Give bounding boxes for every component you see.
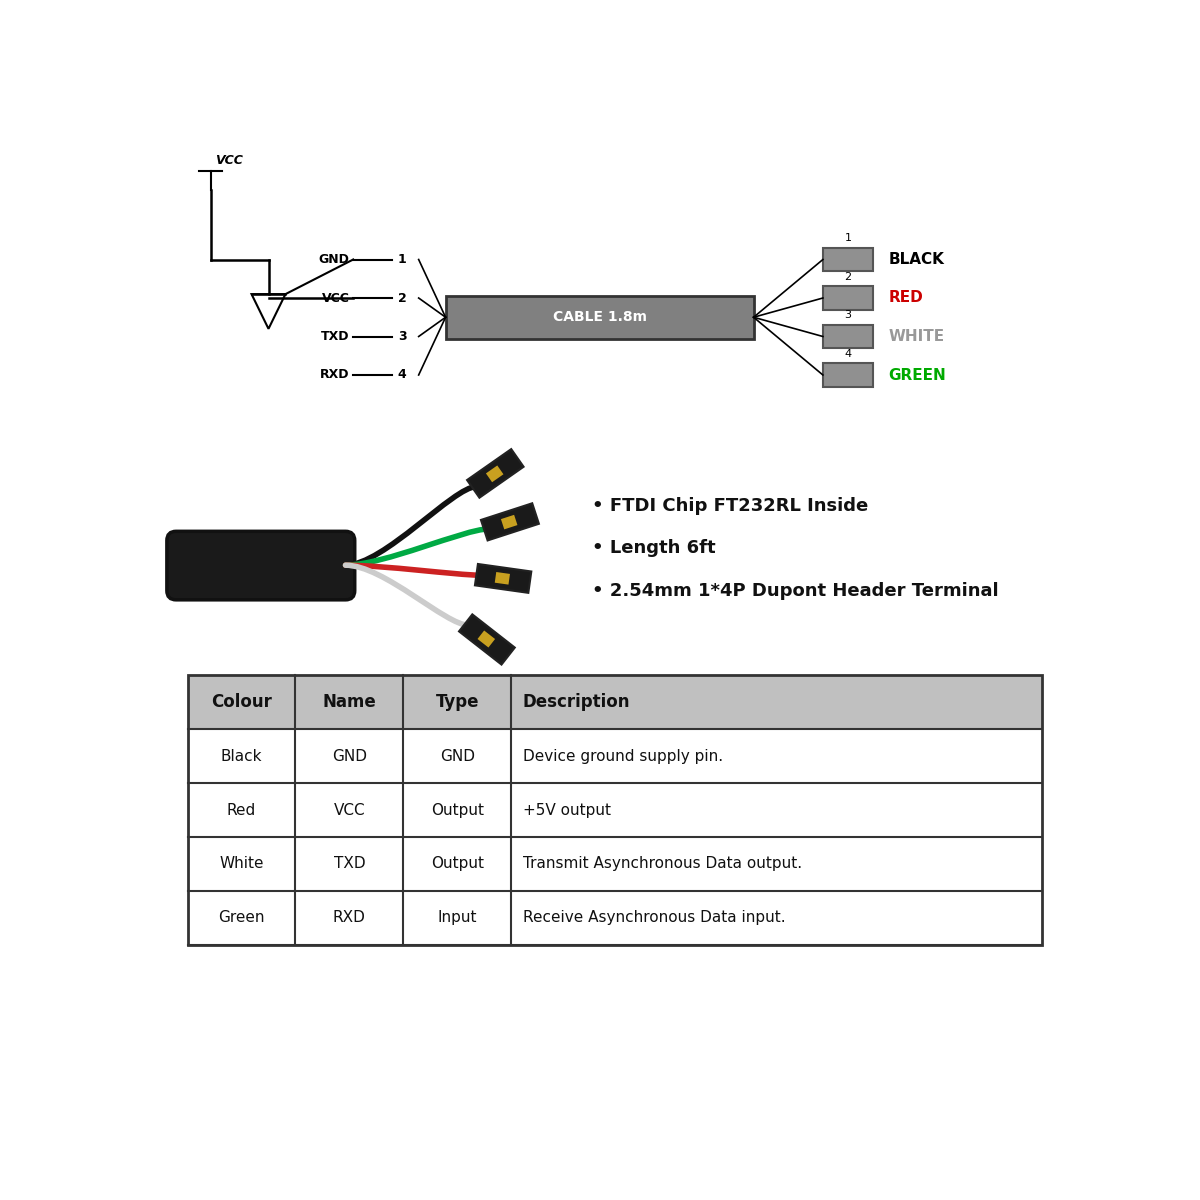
Text: RED: RED — [888, 290, 923, 306]
Text: Name: Name — [323, 694, 377, 712]
Text: TXD: TXD — [334, 857, 365, 871]
Text: 2: 2 — [398, 292, 407, 305]
Text: VCC: VCC — [215, 154, 242, 167]
FancyBboxPatch shape — [481, 503, 539, 540]
FancyBboxPatch shape — [500, 515, 517, 529]
Text: Description: Description — [523, 694, 630, 712]
FancyBboxPatch shape — [478, 630, 496, 648]
Text: TXD: TXD — [320, 330, 349, 343]
FancyBboxPatch shape — [460, 614, 515, 665]
Text: 4: 4 — [398, 368, 407, 382]
Text: Colour: Colour — [211, 694, 272, 712]
FancyBboxPatch shape — [445, 295, 754, 338]
Text: RXD: RXD — [332, 911, 366, 925]
Polygon shape — [252, 294, 286, 329]
FancyBboxPatch shape — [467, 449, 523, 498]
Text: 3: 3 — [845, 311, 852, 320]
Text: Device ground supply pin.: Device ground supply pin. — [523, 749, 722, 763]
Text: GND: GND — [332, 749, 367, 763]
Text: CABLE 1.8m: CABLE 1.8m — [552, 311, 647, 324]
Text: 4: 4 — [845, 349, 852, 359]
Bar — [187, 784, 1043, 838]
Text: WHITE: WHITE — [888, 329, 944, 344]
Bar — [187, 838, 1043, 890]
Text: Output: Output — [431, 803, 484, 817]
Bar — [187, 890, 1043, 944]
Bar — [187, 730, 1043, 784]
Text: +5V output: +5V output — [523, 803, 611, 817]
FancyBboxPatch shape — [823, 325, 872, 348]
Text: • FTDI Chip FT232RL Inside: • FTDI Chip FT232RL Inside — [592, 497, 868, 515]
Text: GREEN: GREEN — [888, 367, 946, 383]
Text: Black: Black — [221, 749, 263, 763]
FancyBboxPatch shape — [494, 572, 510, 584]
Text: GND: GND — [439, 749, 475, 763]
Text: Red: Red — [227, 803, 256, 817]
FancyBboxPatch shape — [823, 287, 872, 310]
Text: Output: Output — [431, 857, 484, 871]
Text: 1: 1 — [845, 233, 852, 244]
Text: RXD: RXD — [320, 368, 349, 382]
Bar — [187, 676, 1043, 730]
FancyBboxPatch shape — [823, 248, 872, 271]
Text: Input: Input — [438, 911, 476, 925]
FancyBboxPatch shape — [486, 466, 504, 482]
FancyBboxPatch shape — [475, 564, 532, 593]
Text: GND: GND — [318, 253, 349, 266]
Text: BLACK: BLACK — [888, 252, 944, 266]
Text: VCC: VCC — [334, 803, 365, 817]
FancyBboxPatch shape — [167, 532, 355, 600]
Text: • Length 6ft: • Length 6ft — [592, 539, 715, 557]
Text: Receive Asynchronous Data input.: Receive Asynchronous Data input. — [523, 911, 785, 925]
Text: 2: 2 — [845, 272, 852, 282]
Text: White: White — [220, 857, 264, 871]
Text: Transmit Asynchronous Data output.: Transmit Asynchronous Data output. — [523, 857, 802, 871]
Text: Type: Type — [436, 694, 479, 712]
Bar — [187, 676, 1043, 944]
FancyBboxPatch shape — [823, 364, 872, 386]
Text: • 2.54mm 1*4P Dupont Header Terminal: • 2.54mm 1*4P Dupont Header Terminal — [592, 582, 998, 600]
Text: 1: 1 — [398, 253, 407, 266]
Text: VCC: VCC — [322, 292, 349, 305]
Text: 3: 3 — [398, 330, 407, 343]
Text: Green: Green — [218, 911, 265, 925]
